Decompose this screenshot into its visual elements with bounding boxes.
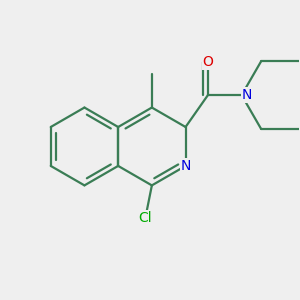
Text: Cl: Cl: [139, 211, 152, 225]
Text: N: N: [242, 88, 252, 102]
Text: O: O: [202, 55, 213, 69]
Text: N: N: [180, 159, 191, 173]
